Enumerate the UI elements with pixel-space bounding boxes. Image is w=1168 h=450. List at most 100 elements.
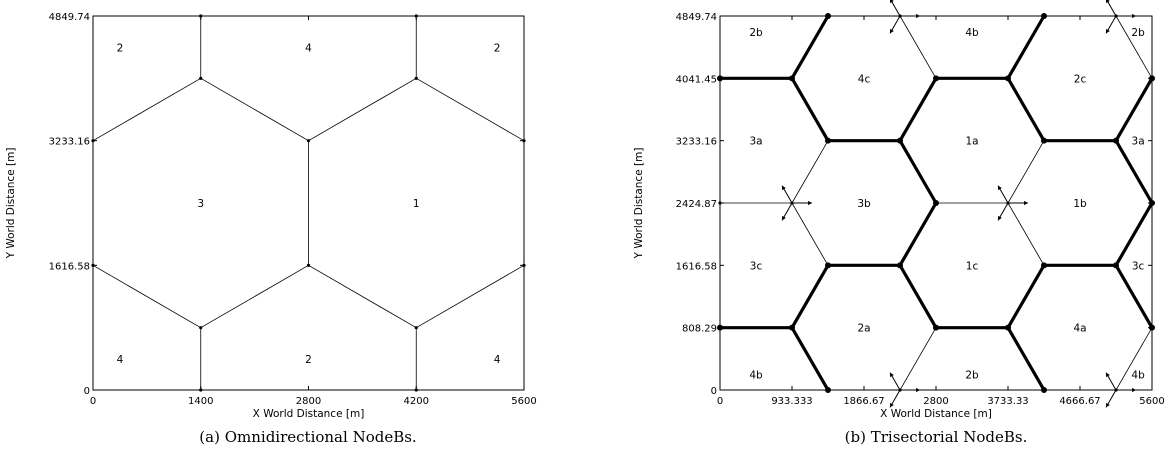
antenna-arrow-shaft <box>890 0 901 17</box>
nodeb-site-boundary <box>790 76 830 143</box>
cell-vertex <box>199 326 203 330</box>
x-tick-label: 0 <box>90 396 96 407</box>
antenna-arrow-head <box>782 215 786 221</box>
nodeb-site-boundary <box>790 14 830 80</box>
antenna-arrows <box>1105 372 1136 408</box>
cell-label: 1c <box>966 260 979 272</box>
nodeb-site-boundary <box>1006 14 1046 80</box>
cell-boundary-line <box>92 264 201 329</box>
cell-vertex <box>1112 137 1119 144</box>
cell-label: 3a <box>749 136 762 148</box>
cell-boundary-line <box>200 77 309 142</box>
cell-label: 2b <box>749 27 763 39</box>
antenna-arrow-head <box>1106 0 1110 4</box>
cell-label: 2 <box>305 354 312 366</box>
cell-vertex <box>1004 75 1011 82</box>
cell-vertex <box>825 137 831 144</box>
antenna-arrow-head <box>1105 402 1110 408</box>
y-axis-title: Y World Distance [m] <box>633 148 645 260</box>
cell-label: 2b <box>965 370 979 382</box>
cell-boundary-line <box>92 77 201 142</box>
cell-label: 4b <box>965 27 979 39</box>
antenna-arrow-head <box>1105 372 1110 378</box>
antenna-arrow-head <box>889 372 894 378</box>
cell-label: 3a <box>1132 136 1145 148</box>
x-tick-label: 4666.67 <box>1059 396 1100 407</box>
cell-label: 4 <box>117 354 124 366</box>
cell-vertex <box>933 324 939 331</box>
cell-vertex <box>896 137 903 144</box>
nodeb-site-boundary <box>898 263 938 330</box>
cell-vertex <box>414 388 418 392</box>
cell-vertex <box>1149 200 1155 206</box>
cell-vertex <box>825 13 831 19</box>
cell-boundary-line <box>791 140 829 204</box>
antenna-arrow-head <box>997 185 1002 191</box>
cell-vertex <box>933 200 939 206</box>
x-tick-label: 5600 <box>511 396 536 407</box>
cell-boundary-line <box>1007 140 1045 204</box>
y-tick-label: 4041.45 <box>676 74 717 85</box>
nodeb-site-boundary <box>898 201 938 267</box>
antenna-arrow-head <box>1024 200 1028 206</box>
cell-label: 1a <box>965 136 978 148</box>
cell-vertex <box>414 14 418 18</box>
cell-boundary-line <box>308 77 417 142</box>
cell-vertex <box>717 75 723 82</box>
figure-caption: (b) Trisectorial NodeBs. <box>845 428 1028 446</box>
cell-vertex <box>933 75 939 82</box>
panel-trisectorial: 0 933.333 1866.67 2800 3733.33 4666.67 5600 0 80… <box>633 0 1165 446</box>
x-tick-label: 0 <box>717 396 723 407</box>
cell-vertex <box>414 326 418 330</box>
y-tick-label: 2424.87 <box>676 199 717 210</box>
nodeb-site-boundary <box>898 76 938 143</box>
cell-boundary-line <box>308 264 417 329</box>
antenna-arrow-head <box>1132 387 1136 393</box>
antenna-arrow-shaft <box>1106 0 1117 17</box>
y-tick-label: 4849.74 <box>676 12 717 23</box>
cell-label: 4b <box>749 370 763 382</box>
x-tick-label: 1866.67 <box>843 396 884 407</box>
cell-label: 2 <box>494 43 501 55</box>
x-tick-label: 5600 <box>1139 396 1164 407</box>
cell-label: 4a <box>1073 323 1086 335</box>
y-tick-label: 0 <box>84 386 90 397</box>
nodeb-site-boundary <box>1114 139 1154 205</box>
cell-boundary-line <box>416 77 525 142</box>
antenna-arrow-head <box>808 200 812 206</box>
cell-vertex <box>717 324 723 331</box>
antenna-arrow-head <box>889 402 894 408</box>
cell-vertex <box>91 139 95 143</box>
cell-vertex <box>199 388 203 392</box>
y-tick-label: 1616.58 <box>676 261 717 272</box>
y-tick-label: 1616.58 <box>49 261 90 272</box>
cell-vertex <box>1041 137 1047 144</box>
y-tick-label: 3233.16 <box>49 137 90 148</box>
y-tick-label: 4849.74 <box>49 12 90 23</box>
cell-boundary-line <box>1115 327 1153 391</box>
nodeb-site-boundary <box>1006 326 1046 392</box>
panel-omnidirectional: 0 1400 2800 4200 5600 0 1616.58 3233.16 4849.74 2… <box>5 12 537 446</box>
x-tick-label: 4200 <box>404 396 429 407</box>
cell-vertex <box>414 76 418 80</box>
antenna-arrow-head <box>889 28 894 34</box>
cell-vertex <box>91 263 95 267</box>
cell-boundary-line <box>899 327 937 391</box>
y-tick-label: 0 <box>711 386 717 397</box>
antenna-arrow-head <box>890 0 894 4</box>
cell-boundary-line <box>899 15 937 79</box>
antenna-arrows <box>781 185 812 221</box>
cell-vertex <box>896 262 903 269</box>
cell-vertex <box>789 75 795 82</box>
x-tick-label: 1400 <box>188 396 213 407</box>
cell-label: 4b <box>1131 370 1145 382</box>
antenna-arrows <box>889 0 920 34</box>
antenna-arrow-head <box>1132 13 1136 19</box>
figure-caption: (a) Omnidirectional NodeBs. <box>199 428 416 446</box>
cell-label: 3c <box>750 260 763 272</box>
cell-boundary-line <box>200 264 309 329</box>
antenna-arrow-head <box>782 185 786 191</box>
cell-vertex <box>1041 13 1047 19</box>
cell-vertex <box>1149 75 1155 82</box>
cell-boundary-line <box>1007 202 1045 266</box>
